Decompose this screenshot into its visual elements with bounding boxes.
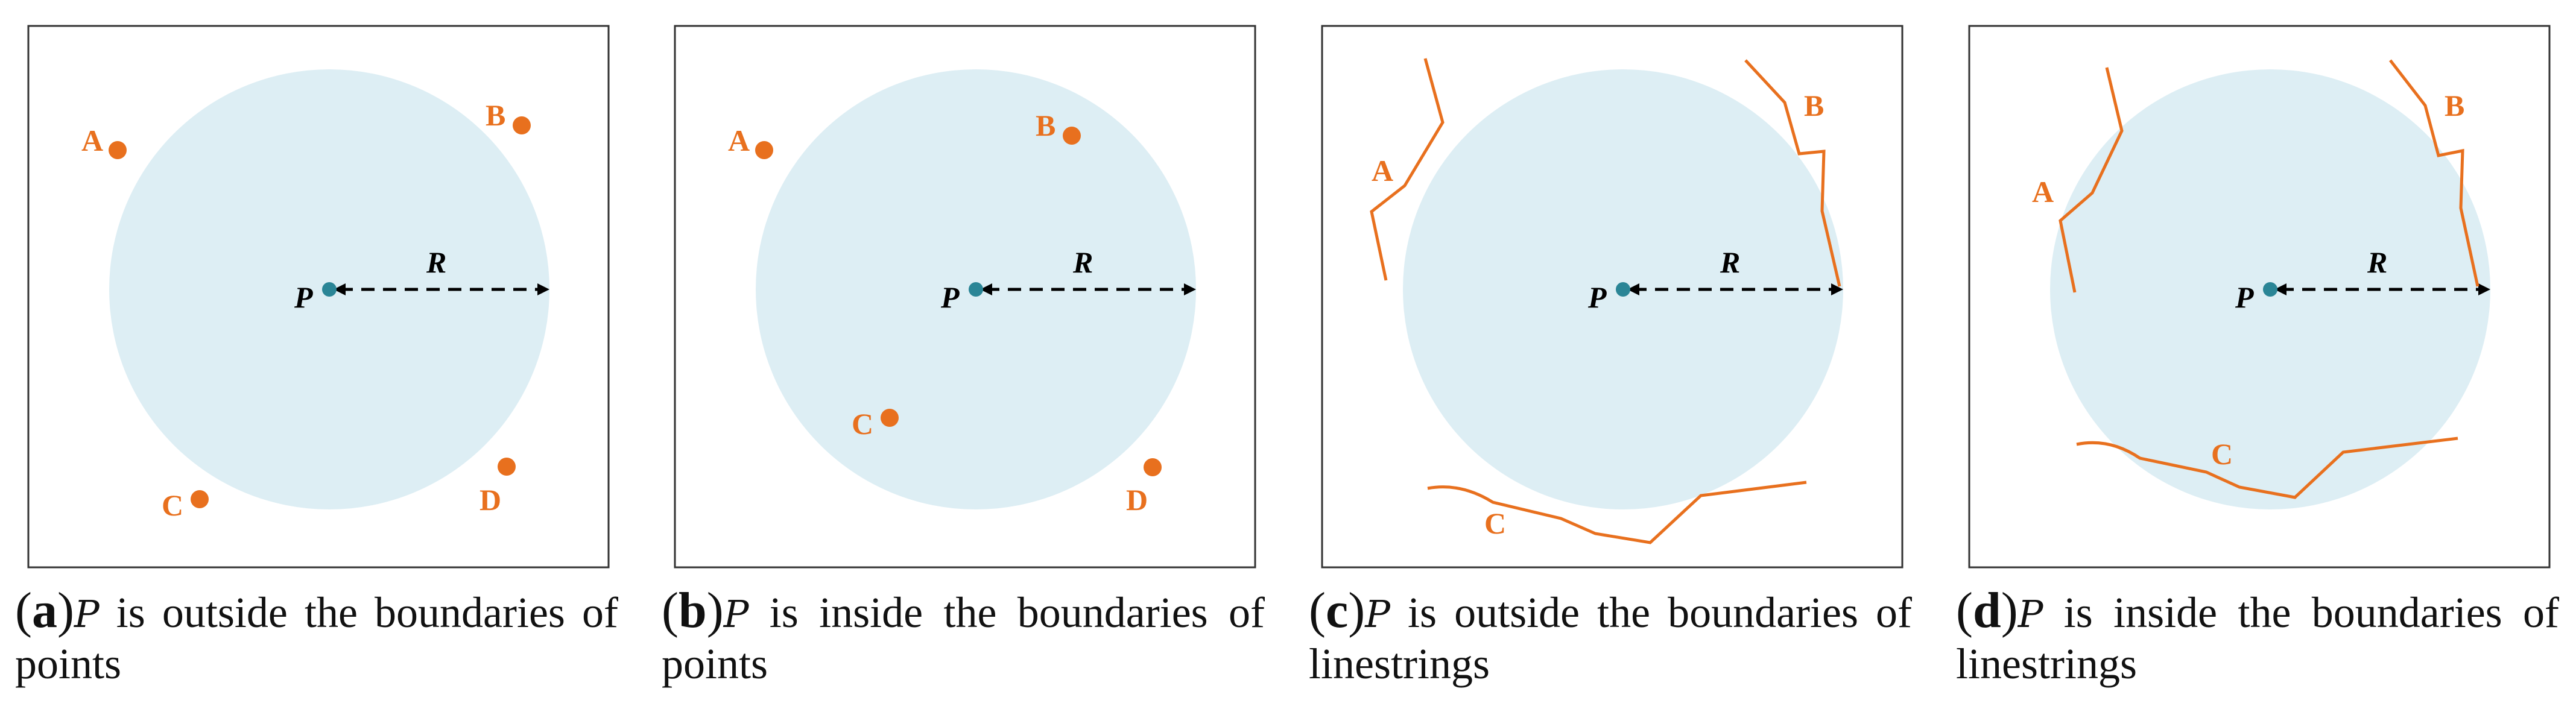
feature-label: C xyxy=(162,488,183,522)
caption-tag: d xyxy=(1972,582,2001,638)
feature-label: C xyxy=(852,407,873,441)
diagram-d: P R A B C xyxy=(1968,25,2551,569)
center-label: P xyxy=(2235,280,2254,314)
caption-text: is inside the boundaries of points xyxy=(662,588,1265,688)
panel-a: P R A B C D (a)P is outside the boundari… xyxy=(15,0,618,709)
feature-label: A xyxy=(1372,154,1393,187)
feature-label: B xyxy=(486,98,505,132)
caption-b: (b)P is inside the boundaries of points xyxy=(662,582,1265,689)
linestring-a xyxy=(2059,67,2124,293)
point-a xyxy=(755,141,773,159)
center-point xyxy=(2263,282,2277,297)
feature-label: B xyxy=(1036,109,1055,142)
caption-c: (c)P is outside the boundaries of linest… xyxy=(1309,582,1912,689)
feature-label: C xyxy=(2211,437,2233,471)
diagram-b: P R A B C D xyxy=(674,25,1256,569)
caption-a: (a)P is outside the boundaries of points xyxy=(15,582,618,689)
diagram-a: P R A B C D xyxy=(27,25,610,569)
center-label: P xyxy=(294,280,313,314)
center-point xyxy=(1616,282,1630,297)
caption-variable: P xyxy=(1365,592,1390,636)
point-b xyxy=(1063,127,1081,145)
panel-c: P R A B C (c)P is outside the boundaries… xyxy=(1309,0,1912,709)
radius-label: R xyxy=(1072,245,1093,279)
center-label: P xyxy=(940,280,960,314)
arrowhead-right xyxy=(1831,283,1843,295)
radius-label: R xyxy=(2367,245,2387,279)
point-b xyxy=(513,116,531,134)
center-point xyxy=(969,282,983,297)
caption-variable: P xyxy=(2017,592,2043,636)
arrowhead-left xyxy=(980,283,992,295)
feature-label: D xyxy=(479,483,501,517)
point-c xyxy=(191,490,209,508)
feature-label: C xyxy=(1484,506,1506,540)
arrowhead-left xyxy=(334,283,346,295)
radius-label: R xyxy=(426,245,446,279)
center-label: P xyxy=(1587,280,1607,314)
feature-label: A xyxy=(728,124,750,157)
radius-label: R xyxy=(1720,245,1740,279)
linestring-a xyxy=(1370,58,1445,281)
feature-label: B xyxy=(2445,89,2464,122)
caption-text: is outside the boundaries of points xyxy=(15,588,618,688)
caption-tag: c xyxy=(1325,582,1349,638)
center-point xyxy=(322,282,337,297)
feature-label: D xyxy=(1126,483,1148,517)
linestring-c xyxy=(1427,481,1807,544)
feature-label: A xyxy=(81,124,103,157)
arrowhead-right xyxy=(2478,283,2490,295)
caption-tag: a xyxy=(31,582,57,638)
diagram-c: P R A B C xyxy=(1321,25,1904,569)
feature-label: A xyxy=(2032,175,2054,209)
caption-text: is inside the boundaries of linestrings xyxy=(1956,588,2559,688)
linestring-b xyxy=(2389,59,2479,287)
panel-b: P R A B C D (b)P is inside the boundarie… xyxy=(662,0,1265,709)
caption-variable: P xyxy=(74,592,100,636)
arrowhead-left xyxy=(2274,283,2286,295)
linestring-b xyxy=(1744,59,1841,287)
point-a xyxy=(109,141,127,159)
point-d xyxy=(1144,458,1162,476)
caption-d: (d)P is inside the boundaries of linestr… xyxy=(1956,582,2559,689)
point-c xyxy=(881,409,899,427)
arrowhead-left xyxy=(1627,283,1639,295)
feature-label: B xyxy=(1804,89,1824,122)
caption-tag: b xyxy=(678,582,707,638)
panel-d: P R A B C (d)P is inside the boundaries … xyxy=(1956,0,2559,709)
point-d xyxy=(498,458,516,476)
caption-variable: P xyxy=(723,592,749,636)
linestring-c xyxy=(2076,436,2458,499)
arrowhead-right xyxy=(1184,283,1196,295)
caption-text: is outside the boundaries of linestrings xyxy=(1309,588,1912,688)
arrowhead-right xyxy=(537,283,549,295)
